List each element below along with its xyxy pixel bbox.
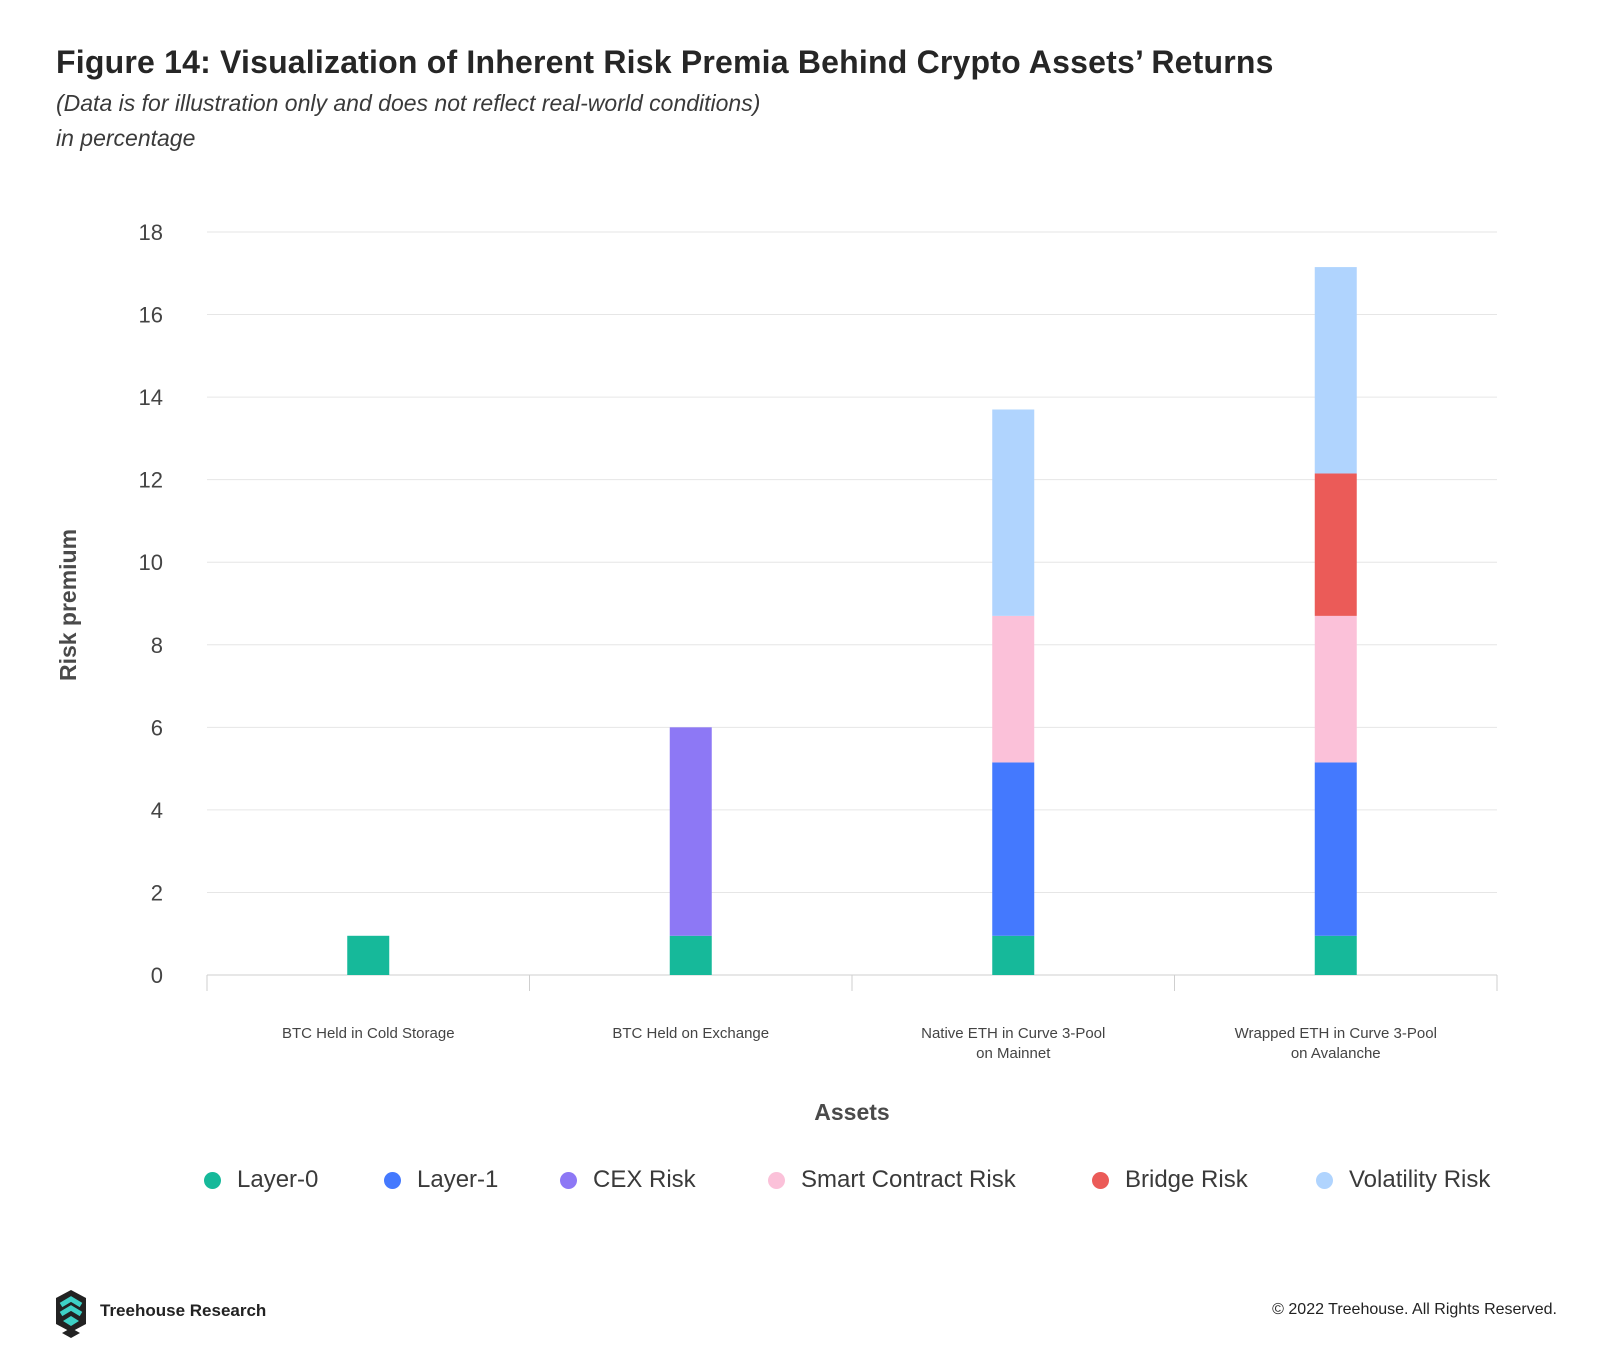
y-tick-label: 2 <box>151 880 163 905</box>
legend-label: Volatility Risk <box>1349 1166 1491 1193</box>
legend-dot-icon <box>384 1171 401 1189</box>
y-tick-label: 8 <box>151 633 163 658</box>
y-tick-label: 6 <box>151 715 163 740</box>
y-tick-label: 12 <box>139 468 163 493</box>
bar-segment-layer-1 <box>992 762 1035 936</box>
bar-segment-layer-1 <box>1314 762 1357 936</box>
gridlines <box>207 231 1497 976</box>
legend-item: Bridge Risk <box>1092 1166 1248 1194</box>
y-tick-label: 14 <box>139 385 163 410</box>
bar-segment-bridge-risk <box>1314 473 1357 616</box>
legend-item: CEX Risk <box>560 1166 696 1194</box>
y-tick-label: 16 <box>139 303 163 328</box>
treehouse-logo-icon <box>56 1290 86 1338</box>
y-tick-label: 4 <box>151 798 163 823</box>
bars <box>347 267 1357 975</box>
bar-segment-layer-0 <box>347 935 390 975</box>
bar-segment-volatility-risk <box>992 409 1035 616</box>
footer-copyright: © 2022 Treehouse. All Rights Reserved. <box>1272 1301 1557 1318</box>
chart-subtitle: (Data is for illustration only and does … <box>56 90 761 116</box>
x-category-label: BTC Held on Exchange <box>612 1025 769 1042</box>
bar-segment-smart-contract-risk <box>1314 615 1357 763</box>
y-tick-label: 18 <box>139 220 163 245</box>
y-tick-label: 0 <box>151 963 163 988</box>
bar-segment-volatility-risk <box>1314 267 1357 474</box>
legend-item: Smart Contract Risk <box>768 1166 1016 1194</box>
legend-item: Layer-0 <box>204 1166 318 1194</box>
x-category-label: Wrapped ETH in Curve 3-Pool on Avalanche <box>1235 1025 1437 1062</box>
legend-label: Layer-1 <box>417 1166 499 1193</box>
bar-segment-cex-risk <box>669 727 712 936</box>
legend-label: CEX Risk <box>593 1166 696 1193</box>
y-axis-title: Risk premium <box>55 529 81 681</box>
bar-segment-layer-0 <box>1314 935 1357 975</box>
chart-units: in percentage <box>56 125 196 151</box>
bar-segment-layer-0 <box>992 935 1035 975</box>
legend-item: Volatility Risk <box>1316 1166 1490 1194</box>
legend-label: Layer-0 <box>237 1166 319 1193</box>
stacked-bar-chart: 0 2 4 6 8 10 12 14 16 18 BTC Held in Cold Storage… <box>55 220 1498 1125</box>
y-tick-label: 10 <box>139 550 163 575</box>
legend-dot-icon <box>204 1171 221 1189</box>
legend-dot-icon <box>1316 1171 1333 1189</box>
x-axis: BTC Held in Cold Storage BTC Held on Exch… <box>206 975 1498 1062</box>
x-category-label: BTC Held in Cold Storage <box>282 1025 455 1042</box>
footer-brand: Treehouse Research <box>100 1301 267 1320</box>
bar-segment-smart-contract-risk <box>992 615 1035 763</box>
legend: Layer-0 Layer-1 CEX Risk Smart Contract Ris… <box>0 1166 1600 1206</box>
legend-item: Layer-1 <box>384 1166 498 1194</box>
y-axis-ticks: 0 2 4 6 8 10 12 14 16 18 <box>139 220 163 988</box>
legend-label: Smart Contract Risk <box>801 1166 1016 1193</box>
chart-title: Figure 14: Visualization of Inherent Ris… <box>56 44 1274 80</box>
x-category-label: Native ETH in Curve 3-Pool on Mainnet <box>921 1025 1105 1062</box>
x-axis-title: Assets <box>814 1099 889 1125</box>
bar-segment-layer-0 <box>669 935 712 975</box>
legend-dot-icon <box>768 1171 785 1189</box>
legend-label: Bridge Risk <box>1125 1166 1248 1193</box>
legend-dot-icon <box>560 1171 577 1189</box>
legend-dot-icon <box>1092 1171 1109 1189</box>
